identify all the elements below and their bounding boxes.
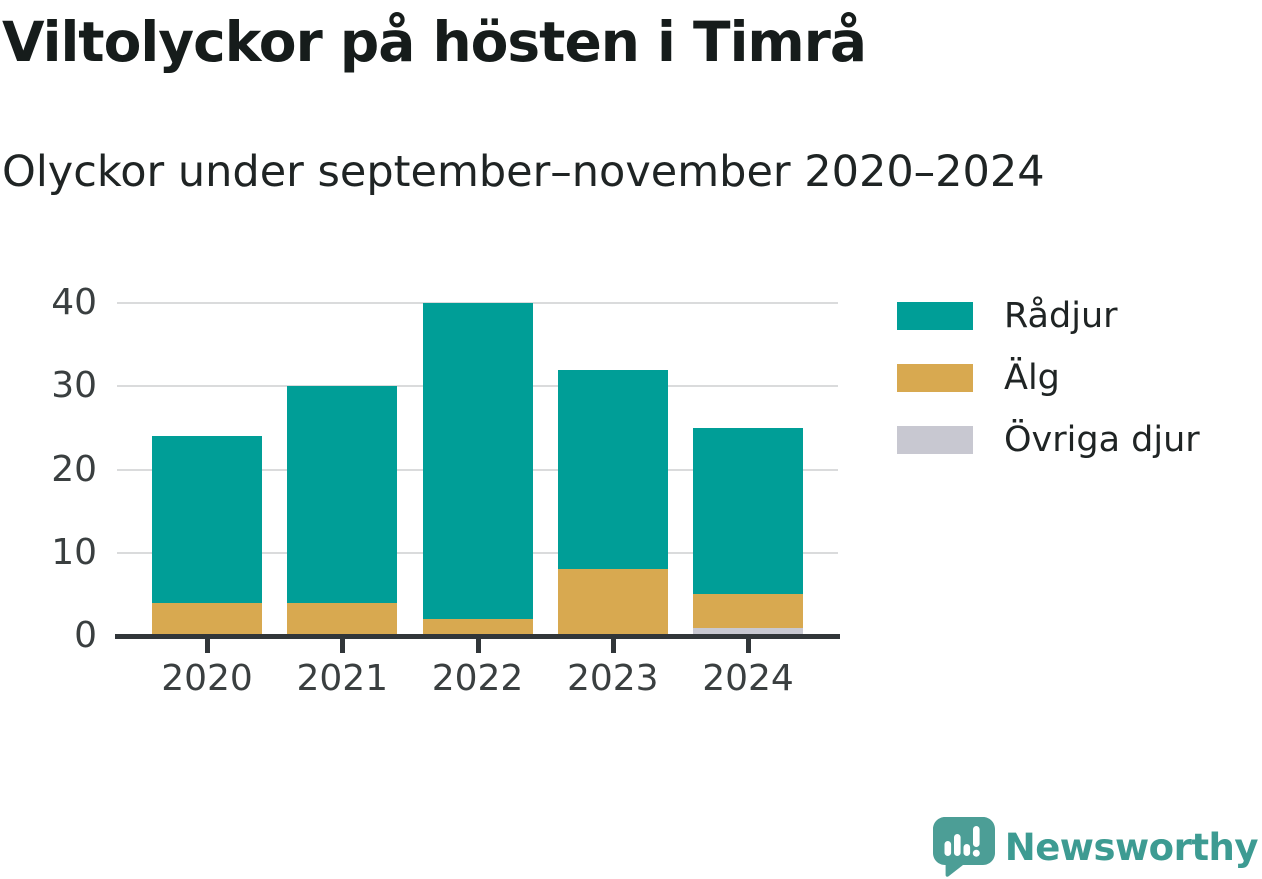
x-tick-label: 2022 [431, 658, 524, 699]
bar-chart-exclamation-glyph [944, 826, 980, 857]
x-axis-tick [746, 639, 751, 653]
legend-row: Övriga djur [897, 419, 1200, 461]
bar-2024 [693, 427, 803, 653]
y-tick-label: 40 [51, 282, 97, 323]
x-axis-tick [610, 639, 616, 653]
legend-row: Rådjur [897, 295, 1200, 337]
x-tick-label: 2020 [161, 658, 253, 699]
bar-segment [152, 436, 262, 603]
legend-label: Älg [1004, 358, 1060, 398]
bar-segment [422, 303, 533, 620]
x-axis-tick [340, 639, 346, 653]
newsworthy-logo-icon [932, 817, 995, 877]
branding: Newsworthy [932, 816, 1259, 878]
x-axis-line [115, 634, 840, 639]
bar-segment [693, 594, 803, 628]
legend-swatch [897, 364, 973, 392]
legend-swatch [897, 426, 973, 454]
y-tick-label: 20 [51, 448, 97, 490]
x-tick-label: 2021 [296, 658, 389, 699]
bar-2021 [287, 386, 398, 653]
legend-label: Övriga djur [1004, 420, 1200, 460]
bar-segment [152, 602, 262, 636]
y-tick-label: 10 [51, 531, 97, 573]
chart-title: Viltolyckor på hösten i Timrå [2, 10, 867, 74]
bars-container [117, 303, 838, 653]
bar-segment [693, 627, 803, 636]
bar-segment [287, 602, 398, 636]
x-tick-label: 2023 [566, 658, 659, 699]
bar-segment [287, 386, 398, 603]
bar-segment [557, 569, 668, 636]
chart-subtitle: Olyckor under september–november 2020–20… [2, 147, 1045, 197]
bar-2020 [152, 436, 262, 653]
y-axis: 0 10 20 30 40 [0, 285, 97, 654]
x-tick-label: 2024 [702, 658, 794, 699]
brand-name: Newsworthy [1004, 825, 1259, 869]
plot-area [115, 302, 840, 653]
x-axis-tick [475, 639, 481, 653]
legend-row: Älg [897, 357, 1200, 399]
y-tick-label: 0 [74, 615, 97, 656]
gridline [117, 302, 838, 304]
legend-swatch [897, 302, 973, 330]
x-axis-labels: 2020 2021 2022 2023 2024 [117, 657, 838, 700]
x-axis-tick [205, 639, 210, 653]
bar-segment [422, 619, 533, 636]
y-tick-label: 30 [51, 365, 97, 407]
legend-label: Rådjur [1004, 296, 1118, 336]
bar-segment [557, 369, 668, 570]
bar-2023 [557, 369, 668, 653]
legend: Rådjur Älg Övriga djur [897, 295, 1200, 481]
bar-2022 [422, 303, 533, 653]
bar-segment [693, 427, 803, 595]
